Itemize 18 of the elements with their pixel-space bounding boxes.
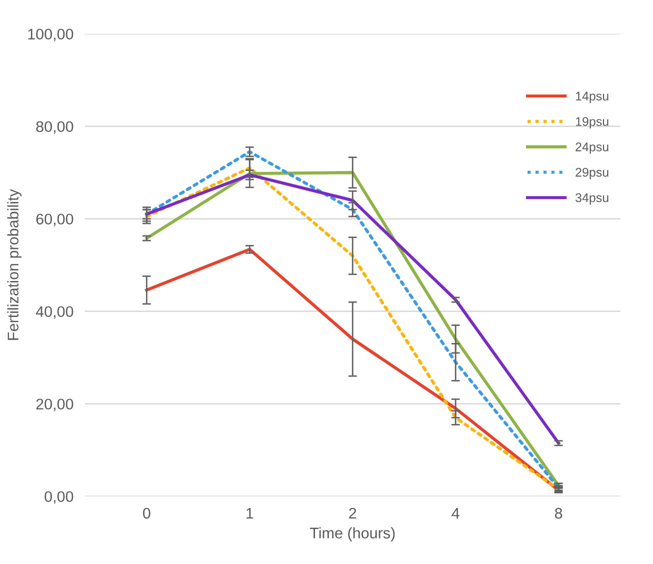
legend-label: 19psu: [576, 117, 608, 128]
legend-label: 34psu: [576, 193, 608, 205]
legend-label: 14psu: [576, 92, 608, 103]
legend-label: 29psu: [576, 168, 608, 180]
x-tick-label: 1: [246, 508, 254, 519]
legend-label: 24psu: [576, 142, 608, 154]
y-axis-title: Fertilization probability: [7, 189, 22, 340]
x-tick-label: 0: [143, 508, 150, 519]
x-axis-title: Time (hours): [310, 527, 395, 542]
y-tick-label: 60,00: [36, 214, 74, 226]
y-tick-label: 40,00: [36, 306, 74, 319]
y-tick-label: 20,00: [36, 398, 74, 412]
x-tick-label: 8: [554, 508, 562, 519]
y-tick-label: 0,00: [44, 491, 74, 504]
y-tick-label: 80,00: [36, 121, 74, 134]
x-tick-label: 2: [349, 508, 356, 519]
y-tick-label: 100,00: [28, 28, 74, 42]
x-tick-label: 4: [452, 508, 460, 519]
